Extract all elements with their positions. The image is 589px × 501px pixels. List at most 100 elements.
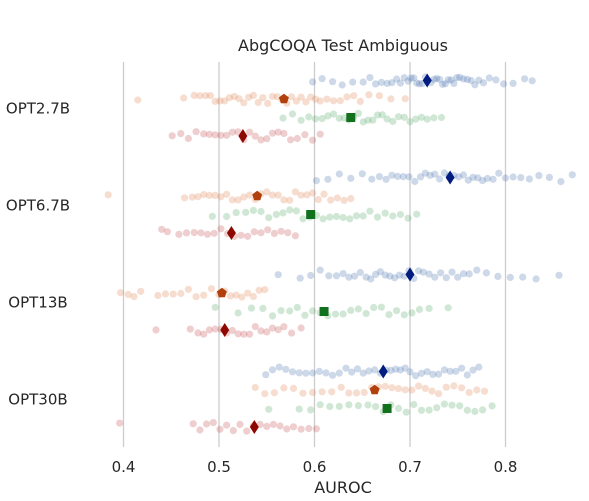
point-s1-g2-10 bbox=[200, 291, 208, 299]
point-s2-g1-8 bbox=[279, 209, 287, 217]
point-s1-g2-7 bbox=[177, 289, 185, 298]
point-s0-g0-10 bbox=[388, 79, 396, 87]
point-s3-g3-12 bbox=[263, 422, 271, 430]
point-s0-g3-3 bbox=[282, 365, 290, 373]
point-s1-g3-28 bbox=[473, 386, 481, 394]
point-s0-g2-31 bbox=[473, 266, 481, 274]
point-s3-g1-13 bbox=[250, 228, 258, 236]
point-s0-g3-28 bbox=[429, 370, 437, 378]
point-s0-g0-26 bbox=[438, 80, 447, 88]
point-s1-g0-15 bbox=[254, 98, 262, 107]
point-s0-g1-28 bbox=[489, 175, 497, 183]
gridlines bbox=[122, 62, 507, 447]
point-s1-g0-18 bbox=[268, 92, 277, 101]
point-s2-g1-21 bbox=[366, 207, 374, 215]
point-s0-g0-18 bbox=[415, 80, 424, 88]
point-s1-g2-17 bbox=[244, 289, 252, 297]
point-s0-g3-5 bbox=[295, 369, 303, 377]
point-s3-g3-3 bbox=[203, 420, 211, 428]
point-s1-g0-23 bbox=[292, 97, 300, 105]
point-s2-g1-5 bbox=[257, 207, 265, 216]
point-s0-g0-13 bbox=[400, 74, 408, 82]
point-s3-g2-8 bbox=[228, 326, 236, 335]
point-s1-g1-29 bbox=[347, 195, 355, 203]
point-s1-g1-6 bbox=[211, 191, 219, 199]
mean-marker-s3-g1 bbox=[226, 226, 236, 240]
point-s0-g3-2 bbox=[275, 363, 283, 371]
point-s0-g3-31 bbox=[446, 367, 454, 375]
point-s0-g0-39 bbox=[485, 74, 493, 82]
point-s3-g3-6 bbox=[223, 421, 231, 429]
point-s1-g2-5 bbox=[161, 290, 170, 298]
point-s0-g0-17 bbox=[413, 79, 421, 87]
point-s0-g3-0 bbox=[262, 371, 270, 379]
point-s0-g3-25 bbox=[412, 372, 420, 380]
point-s0-g3-30 bbox=[440, 366, 448, 374]
point-s3-g1-14 bbox=[257, 229, 265, 237]
point-s1-g3-24 bbox=[442, 383, 450, 391]
point-s2-g1-16 bbox=[332, 212, 341, 221]
point-s3-g2-19 bbox=[297, 324, 305, 332]
point-s3-g1-7 bbox=[210, 229, 218, 237]
y-axis-labels: OPT2.7B OPT6.7B OPT13B OPT30B bbox=[6, 99, 70, 408]
point-s0-g1-1 bbox=[324, 175, 332, 183]
point-s1-g1-4 bbox=[200, 191, 208, 199]
point-s0-g0-41 bbox=[500, 80, 508, 88]
point-s2-g3-20 bbox=[456, 402, 464, 410]
point-s1-g2-15 bbox=[232, 291, 240, 299]
point-s1-g1-11 bbox=[240, 193, 248, 201]
point-s0-g2-22 bbox=[419, 268, 427, 276]
point-s1-g2-8 bbox=[184, 285, 192, 293]
mean-marker-s1-g1 bbox=[252, 190, 263, 201]
point-s0-g2-7 bbox=[345, 273, 353, 281]
point-s3-g0-16 bbox=[268, 129, 277, 137]
mean-marker-s3-g3 bbox=[249, 420, 259, 434]
point-s2-g3-15 bbox=[417, 406, 426, 414]
point-s3-g0-22 bbox=[309, 136, 317, 144]
point-s2-g0-21 bbox=[400, 113, 408, 121]
point-s2-g2-3 bbox=[259, 304, 267, 312]
point-s3-g1-16 bbox=[270, 229, 278, 237]
point-s2-g1-20 bbox=[359, 212, 367, 220]
point-s2-g1-1 bbox=[223, 212, 231, 221]
point-s0-g0-35 bbox=[467, 76, 475, 85]
point-s0-g0-14 bbox=[404, 77, 412, 85]
point-s1-g1-26 bbox=[327, 196, 335, 204]
point-s3-g0-19 bbox=[287, 136, 295, 144]
point-s1-g3-26 bbox=[458, 384, 466, 392]
point-s2-g2-5 bbox=[277, 307, 285, 315]
mean-marker-s2-g1 bbox=[306, 210, 316, 219]
point-s3-g1-1 bbox=[163, 228, 171, 236]
point-s1-g2-16 bbox=[238, 293, 246, 301]
point-s0-g3-8 bbox=[315, 367, 323, 375]
point-s1-g3-1 bbox=[261, 390, 269, 398]
point-s1-g3-3 bbox=[280, 384, 288, 392]
point-s1-g0-35 bbox=[365, 91, 373, 99]
mean-marker-s2-g2 bbox=[319, 307, 329, 316]
point-s0-g1-22 bbox=[459, 171, 468, 179]
point-s0-g2-28 bbox=[454, 273, 462, 281]
point-s2-g3-3 bbox=[316, 401, 324, 409]
point-s1-g0-14 bbox=[249, 91, 257, 99]
point-s1-g1-10 bbox=[234, 196, 242, 204]
point-s2-g0-0 bbox=[279, 114, 287, 122]
point-s3-g3-17 bbox=[297, 425, 305, 433]
point-s3-g3-9 bbox=[243, 427, 251, 435]
point-s3-g2-11 bbox=[246, 330, 254, 338]
point-s2-g2-14 bbox=[347, 306, 355, 314]
point-s0-g1-3 bbox=[347, 174, 355, 182]
point-s0-g1-31 bbox=[509, 173, 517, 181]
point-s0-g0-36 bbox=[471, 81, 479, 89]
point-s1-g3-17 bbox=[394, 385, 403, 393]
point-s2-g0-25 bbox=[423, 115, 431, 123]
point-s3-g0-3 bbox=[192, 128, 200, 136]
point-s0-g2-1 bbox=[296, 274, 304, 282]
point-s1-g3-25 bbox=[450, 382, 458, 390]
point-s0-g3-7 bbox=[309, 369, 317, 377]
point-s0-g0-38 bbox=[479, 79, 488, 87]
point-s3-g1-8 bbox=[217, 225, 225, 233]
point-s0-g0-23 bbox=[430, 75, 438, 83]
point-s0-g1-37 bbox=[568, 171, 576, 179]
mean-marker-s1-g2 bbox=[216, 287, 227, 298]
point-s0-g1-26 bbox=[479, 177, 487, 185]
